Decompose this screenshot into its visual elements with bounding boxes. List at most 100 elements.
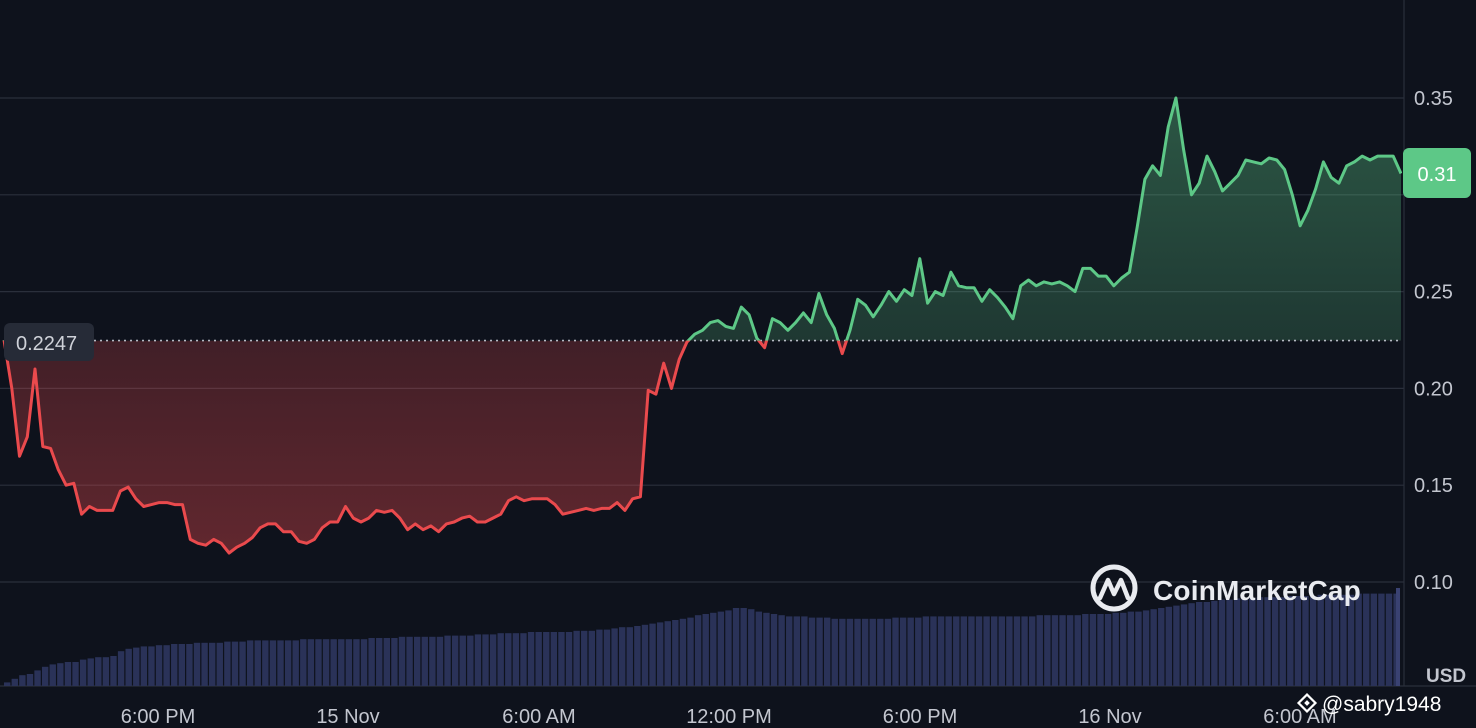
volume-bar: [1294, 596, 1302, 686]
volume-bar: [1112, 612, 1119, 686]
volume-bar: [1264, 597, 1271, 686]
volume-bar: [854, 618, 861, 686]
volume-bar: [11, 678, 18, 686]
volume-bar: [1150, 609, 1157, 686]
volume-bar: [877, 618, 884, 686]
volume-bar: [778, 615, 785, 686]
baseline-badge: 0.2247: [4, 323, 94, 361]
volume-bar: [1066, 615, 1074, 686]
volume-bar: [406, 636, 413, 686]
baseline-label: 0.2247: [16, 333, 77, 355]
volume-bar: [1355, 593, 1362, 686]
volume-bar: [1317, 594, 1324, 686]
volume-bar: [148, 646, 155, 686]
volume-bar: [1211, 600, 1218, 686]
volume-bar: [117, 651, 125, 686]
baseline-badge-bg: [4, 323, 94, 361]
volume-bar: [1241, 598, 1248, 686]
volume-bar: [1158, 608, 1165, 686]
volume-bar: [269, 640, 277, 686]
volume-bar: [338, 639, 345, 686]
volume-bar: [216, 642, 223, 686]
x-tick-label: 6:00 AM: [1263, 706, 1336, 728]
volume-bar: [618, 627, 626, 686]
volume-bar: [687, 617, 694, 686]
volume-bar: [702, 614, 709, 686]
watermark-text: @sabry1948: [1322, 693, 1441, 716]
volume-bar: [1279, 597, 1286, 686]
volume-bar: [732, 608, 740, 686]
x-axis-ticks: 6:00 PM 15 Nov 6:00 AM 12:00 PM 6:00 PM 16 No…: [121, 706, 1337, 728]
volume-bar: [41, 666, 49, 686]
y-tick-label: 0.10: [1414, 572, 1453, 594]
volume-bar: [808, 617, 816, 686]
volume-bar: [550, 632, 558, 686]
volume-bar: [163, 645, 170, 686]
volume-bar: [1165, 606, 1173, 686]
volume-bar: [1347, 594, 1355, 686]
volume-bar: [489, 634, 497, 686]
volume-bar: [1142, 610, 1150, 686]
brand-name: CoinMarketCap: [1153, 575, 1361, 606]
volume-bar: [398, 636, 406, 686]
volume-bar: [1196, 602, 1203, 686]
volume-bar: [649, 623, 656, 686]
volume-bar: [1256, 597, 1264, 686]
volume-bar: [1028, 616, 1036, 686]
volume-bar: [1385, 593, 1393, 686]
volume-bar: [611, 628, 618, 686]
volume-bar: [1036, 615, 1043, 686]
volume-bar: [322, 639, 330, 686]
volume-bar: [596, 629, 603, 686]
volume-bar: [694, 615, 702, 686]
binance-square-icon: [1296, 692, 1318, 714]
volume-bar: [4, 682, 11, 686]
volume-bar: [945, 616, 952, 686]
volume-bar: [558, 632, 565, 686]
volume-bar: [300, 639, 307, 686]
volume-bar: [1370, 593, 1378, 686]
volume-bar: [634, 626, 641, 686]
volume-bar: [383, 638, 391, 686]
volume-bar: [1340, 594, 1347, 686]
volume-bar: [1226, 599, 1233, 686]
volume-bar: [1021, 616, 1028, 686]
volume-bar: [19, 675, 26, 686]
volume-bar-current: [1396, 588, 1400, 686]
volume-bar: [725, 610, 732, 686]
volume-bar: [1051, 615, 1059, 686]
volume-bar: [1218, 599, 1226, 686]
volume-bar: [960, 616, 968, 686]
volume-bar: [1089, 614, 1097, 686]
volume-bar: [968, 616, 975, 686]
volume-bar: [391, 638, 398, 686]
volume-bar: [884, 618, 892, 686]
volume-bar: [1249, 598, 1256, 686]
volume-bar: [869, 618, 876, 686]
coinmarketcap-logo-icon: [1090, 564, 1138, 612]
x-tick-label: 6:00 PM: [883, 706, 957, 728]
x-tick-label: 15 Nov: [316, 706, 379, 728]
volume-bar: [155, 645, 163, 686]
volume-bar: [201, 642, 208, 686]
area-fill-above-baseline: [4, 98, 1401, 341]
volume-bar: [451, 635, 459, 686]
volume-bar: [656, 622, 664, 686]
volume-bar: [915, 617, 922, 686]
volume-bar: [64, 662, 72, 686]
volume-bar: [641, 624, 649, 686]
volume-bar: [467, 635, 474, 686]
unit-label: USD: [1426, 666, 1466, 687]
volume-bar: [922, 616, 930, 686]
volume-bar: [34, 670, 41, 686]
volume-bar: [1309, 596, 1317, 686]
volume-bar: [262, 640, 269, 686]
y-axis-ticks: 0.10 0.15 0.20 0.25 0.35: [1414, 88, 1453, 594]
volume-bar: [672, 620, 679, 686]
volume-bar: [1135, 611, 1142, 686]
volume-bar: [626, 627, 633, 686]
volume-bar: [413, 636, 421, 686]
volume-bar: [208, 642, 216, 686]
y-tick-label: 0.15: [1414, 475, 1453, 497]
